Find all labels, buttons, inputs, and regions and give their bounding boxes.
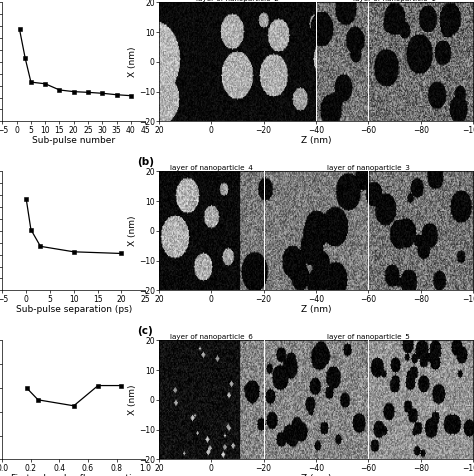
X-axis label: Sub-pulse number: Sub-pulse number (32, 136, 115, 145)
Y-axis label: X (nm): X (nm) (128, 216, 137, 246)
Text: layer of nanoparticle_6: layer of nanoparticle_6 (170, 334, 253, 340)
X-axis label: Sub-pulse separation (ps): Sub-pulse separation (ps) (16, 305, 132, 314)
Text: layer of nanoparticle_3: layer of nanoparticle_3 (327, 165, 410, 171)
X-axis label: Z (nm): Z (nm) (301, 305, 331, 314)
Text: layer of nanoparticle_5: layer of nanoparticle_5 (327, 334, 410, 340)
Text: (c): (c) (137, 326, 153, 336)
Text: layer of nanoparticle_4: layer of nanoparticle_4 (170, 165, 253, 171)
X-axis label: First sub-pulse fluence ratio: First sub-pulse fluence ratio (11, 474, 137, 476)
Y-axis label: X (nm): X (nm) (128, 47, 137, 77)
Text: layer of nanoparticle_2: layer of nanoparticle_2 (196, 0, 279, 2)
Text: layer of nanoparticle_1: layer of nanoparticle_1 (353, 0, 436, 2)
X-axis label: Z (nm): Z (nm) (301, 136, 331, 145)
X-axis label: Z (nm): Z (nm) (301, 474, 331, 476)
Y-axis label: X (nm): X (nm) (128, 385, 137, 415)
Text: (b): (b) (137, 157, 154, 167)
